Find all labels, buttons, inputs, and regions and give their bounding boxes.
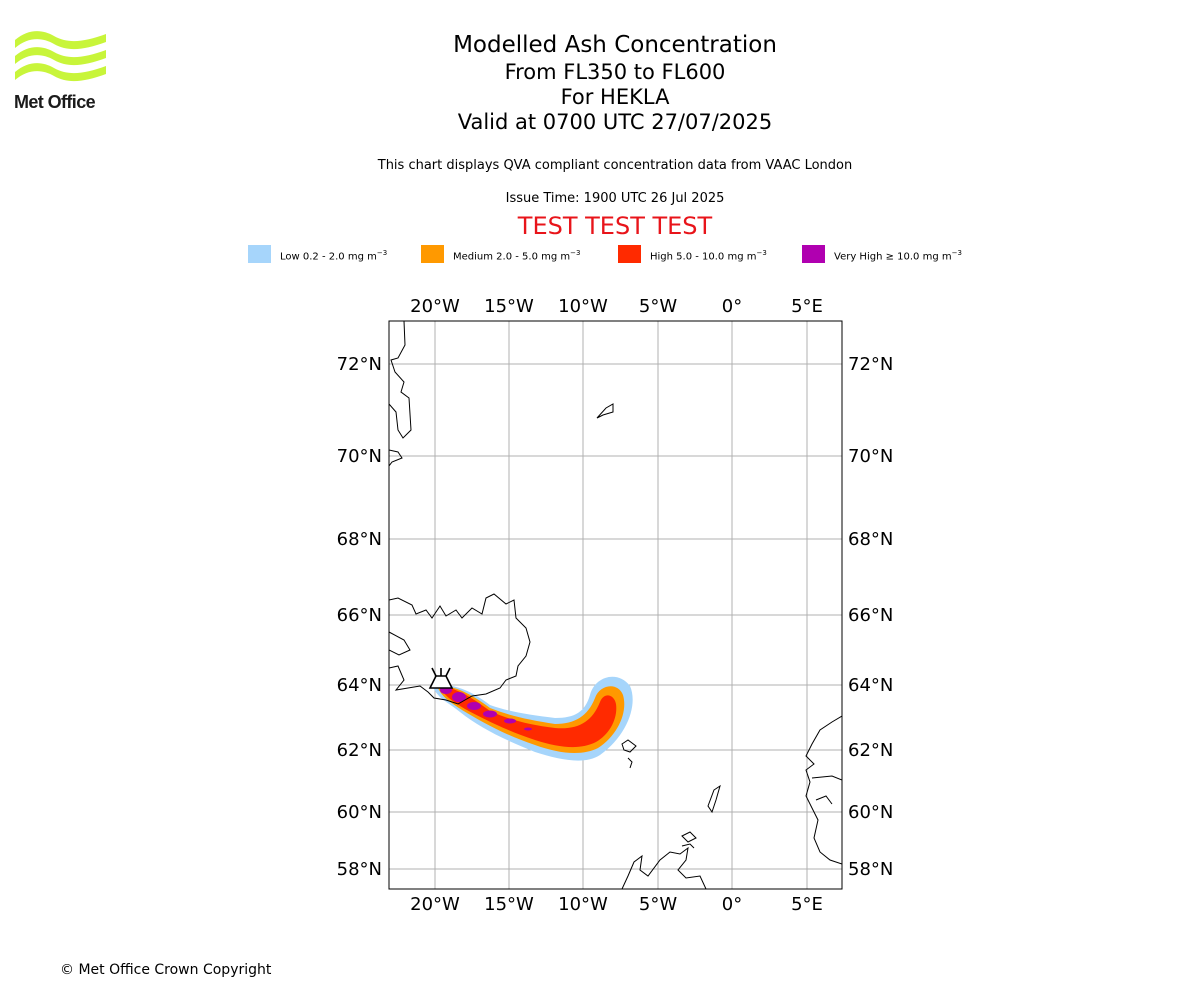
lon-label-top: 5°E <box>791 296 823 317</box>
lat-label-left: 72°N <box>337 354 382 375</box>
lat-label-right: 64°N <box>848 675 893 696</box>
coastlines <box>389 321 842 889</box>
issue-time: Issue Time: 1900 UTC 26 Jul 2025 <box>505 191 725 206</box>
coastline-scotland <box>621 846 707 889</box>
met-office-logo: Met Office <box>14 30 108 112</box>
lat-label-left: 60°N <box>337 802 382 823</box>
legend-label-low: Low 0.2 - 2.0 mg m−3 <box>280 249 388 263</box>
title-line-4: Valid at 0700 UTC 27/07/2025 <box>457 110 773 134</box>
legend-swatch-medium <box>421 245 444 263</box>
title-line-1: Modelled Ash Concentration <box>453 32 777 58</box>
lon-label-top: 5°W <box>639 296 677 317</box>
test-banner: TEST TEST TEST <box>517 212 713 240</box>
legend-swatch-low <box>248 245 271 263</box>
lon-label-top: 0° <box>722 296 742 317</box>
legend-swatch-very-high <box>802 245 825 263</box>
map-frame <box>388 320 843 890</box>
lon-label-bottom: 10°W <box>558 894 608 915</box>
coastline-orkney <box>681 831 697 843</box>
title-line-3: For HEKLA <box>560 85 670 109</box>
lat-label-left: 58°N <box>337 859 382 880</box>
lat-label-right: 72°N <box>848 354 893 375</box>
met-office-wordmark: Met Office <box>14 92 96 112</box>
lat-label-right: 60°N <box>848 802 893 823</box>
copyright-footer: © Met Office Crown Copyright <box>60 962 272 978</box>
lat-label-left: 68°N <box>337 529 382 550</box>
lon-label-bottom: 15°W <box>484 894 534 915</box>
coastline-shetland <box>707 784 721 814</box>
subtitle: This chart displays QVA compliant concen… <box>377 158 853 173</box>
lon-label-top: 10°W <box>558 296 608 317</box>
legend-label-high: High 5.0 - 10.0 mg m−3 <box>650 249 767 263</box>
lon-label-bottom: 5°W <box>639 894 677 915</box>
lat-label-left: 70°N <box>337 446 382 467</box>
coastline-faroe <box>621 739 637 753</box>
lon-label-top: 20°W <box>410 296 460 317</box>
coastline-iceland <box>389 593 531 705</box>
met-office-waves-icon <box>15 31 106 82</box>
lat-label-left: 64°N <box>337 675 382 696</box>
legend-label-very-high: Very High ≥ 10.0 mg m−3 <box>834 249 962 263</box>
coastline-norway <box>805 715 842 865</box>
title-line-2: From FL350 to FL600 <box>504 60 726 84</box>
volcano-icon <box>428 667 454 689</box>
graticule <box>389 321 842 889</box>
lon-label-bottom: 5°E <box>791 894 823 915</box>
lat-label-left: 62°N <box>337 740 382 761</box>
lat-label-right: 66°N <box>848 605 893 626</box>
lat-label-right: 68°N <box>848 529 893 550</box>
legend-swatch-high <box>618 245 641 263</box>
chart-title-block: Modelled Ash Concentration From FL350 to… <box>0 30 1200 135</box>
ash-plume-high <box>440 686 617 748</box>
lon-label-top: 15°W <box>484 296 534 317</box>
lon-label-bottom: 0° <box>722 894 742 915</box>
legend-label-medium: Medium 2.0 - 5.0 mg m−3 <box>453 249 581 263</box>
coastline-greenland <box>389 321 412 439</box>
lon-label-bottom: 20°W <box>410 894 460 915</box>
lat-label-right: 70°N <box>848 446 893 467</box>
lat-label-right: 62°N <box>848 740 893 761</box>
lat-label-right: 58°N <box>848 859 893 880</box>
coastline-jan-mayen <box>596 403 614 419</box>
lat-label-left: 66°N <box>337 605 382 626</box>
